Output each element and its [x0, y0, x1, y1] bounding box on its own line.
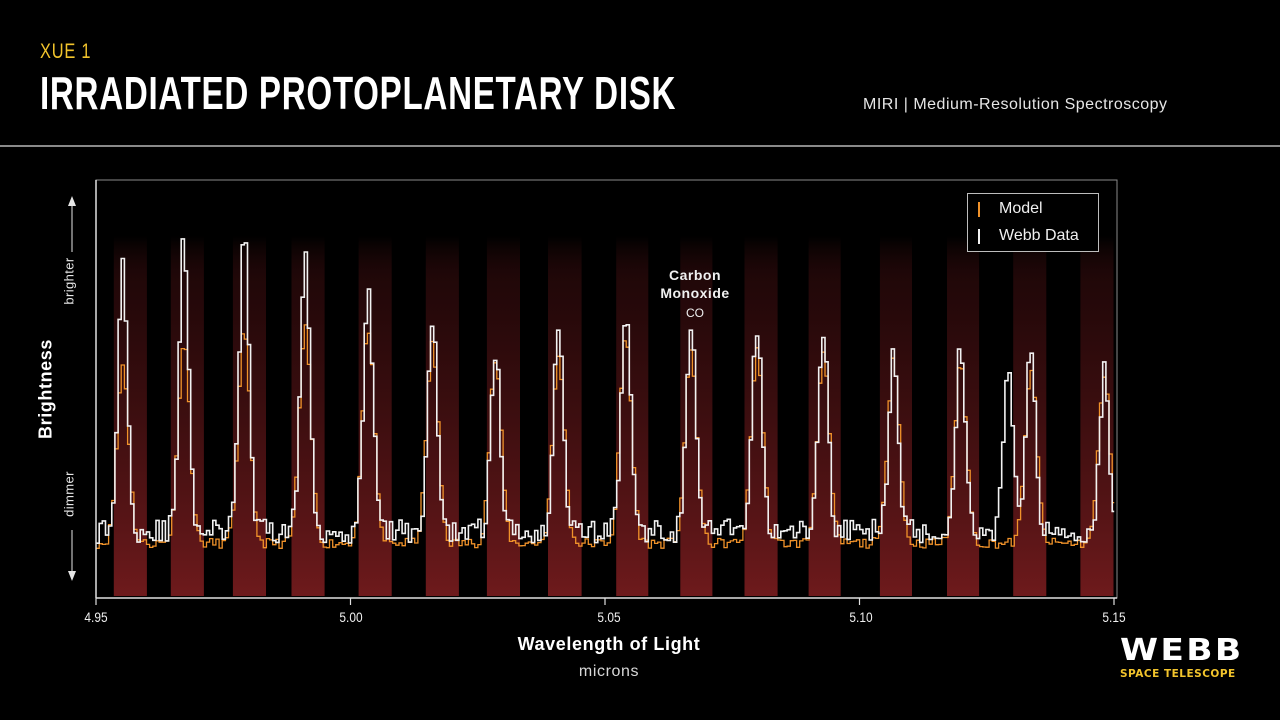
legend-label: Webb Data — [999, 227, 1079, 244]
header-divider — [0, 145, 1280, 147]
logo-wordmark: WEBB — [1120, 633, 1244, 668]
y-high-label: brighter — [61, 257, 77, 305]
webb-data-line — [96, 238, 1115, 544]
x-tick-marks — [95, 598, 1115, 605]
annotation-name-line2: Monoxide — [660, 285, 730, 301]
y-arrow-down — [68, 530, 76, 581]
x-tick-label: 5.00 — [339, 609, 363, 625]
annotation-formula: CO — [686, 306, 704, 320]
x-axis-unit: microns — [578, 663, 640, 680]
x-tick-label: 5.10 — [849, 609, 873, 625]
legend: Model Webb Data — [967, 193, 1099, 252]
annotation-name-line1: Carbon — [669, 267, 721, 283]
instrument-label: MIRI | Medium-Resolution Spectroscopy — [863, 96, 1168, 113]
x-tick-label: 5.15 — [1102, 609, 1126, 625]
legend-label: Model — [999, 200, 1043, 217]
x-axis-label: Wavelength of Light — [517, 634, 701, 654]
page-title: IRRADIATED PROTOPLANETARY DISK — [40, 67, 677, 119]
co-annotation: Carbon Monoxide CO — [640, 266, 750, 320]
x-tick-label: 5.05 — [597, 609, 621, 625]
y-low-label: dimmer — [61, 471, 77, 517]
y-axis-label: Brightness — [35, 338, 56, 440]
y-arrow-up — [68, 196, 76, 252]
webb-data-swatch-icon — [978, 229, 980, 244]
logo-subtitle: SPACE TELESCOPE — [1120, 668, 1236, 680]
x-tick-label: 4.95 — [84, 609, 108, 625]
model-swatch-icon — [978, 202, 980, 217]
webb-logo: WEBB SPACE TELESCOPE — [1120, 636, 1250, 681]
page-subtitle: XUE 1 — [40, 40, 92, 63]
